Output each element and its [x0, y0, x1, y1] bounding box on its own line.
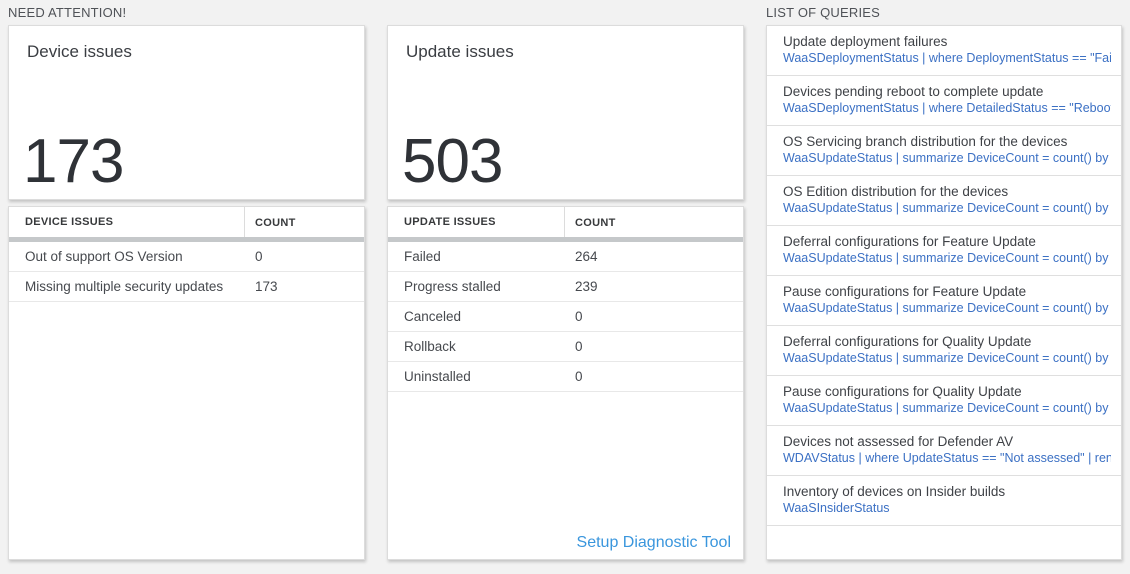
- query-item[interactable]: Devices pending reboot to complete updat…: [767, 76, 1121, 126]
- query-link[interactable]: WaaSUpdateStatus | summarize DeviceCount…: [783, 401, 1111, 415]
- table-cell-value: 264: [575, 249, 598, 264]
- table-row[interactable]: Uninstalled 0: [388, 362, 743, 392]
- list-of-queries-header: LIST OF QUERIES: [766, 5, 881, 20]
- query-link[interactable]: WaaSUpdateStatus | summarize DeviceCount…: [783, 201, 1111, 215]
- query-title: OS Edition distribution for the devices: [783, 184, 1009, 199]
- need-attention-header: NEED ATTENTION!: [8, 5, 127, 20]
- device-issues-column: NEED ATTENTION! Device issues 173 DEVICE…: [8, 0, 365, 560]
- query-item[interactable]: OS Servicing branch distribution for the…: [767, 126, 1121, 176]
- query-item[interactable]: Devices not assessed for Defender AV WDA…: [767, 426, 1121, 476]
- query-item[interactable]: Deferral configurations for Feature Upda…: [767, 226, 1121, 276]
- table-cell-value: 239: [575, 279, 598, 294]
- table-cell-label: Missing multiple security updates: [25, 279, 224, 294]
- queries-list: Update deployment failures WaaSDeploymen…: [766, 25, 1122, 560]
- table-cell-label: Failed: [404, 249, 441, 264]
- table-cell-value: 173: [255, 279, 278, 294]
- spacer-header: [387, 0, 744, 25]
- update-issues-count: 503: [402, 127, 503, 196]
- device-issues-title: Device issues: [27, 42, 132, 61]
- table-row[interactable]: Rollback 0: [388, 332, 743, 362]
- query-link[interactable]: WaaSUpdateStatus | summarize DeviceCount…: [783, 301, 1111, 315]
- query-title: Devices pending reboot to complete updat…: [783, 84, 1044, 99]
- update-issues-table: UPDATE ISSUES COUNT Failed 264 Progress …: [387, 206, 744, 560]
- table-cell-value: 0: [575, 309, 583, 324]
- table-row[interactable]: Canceled 0: [388, 302, 743, 332]
- query-title: Devices not assessed for Defender AV: [783, 434, 1014, 449]
- query-title: Deferral configurations for Quality Upda…: [783, 334, 1032, 349]
- query-link[interactable]: WaaSInsiderStatus: [783, 501, 890, 515]
- query-link[interactable]: WaaSUpdateStatus | summarize DeviceCount…: [783, 351, 1111, 365]
- query-item[interactable]: Inventory of devices on Insider builds W…: [767, 476, 1121, 526]
- update-issues-column-header: UPDATE ISSUES: [388, 207, 565, 237]
- query-title: Deferral configurations for Feature Upda…: [783, 234, 1036, 249]
- table-cell-label: Canceled: [404, 309, 462, 324]
- table-cell-label: Rollback: [404, 339, 456, 354]
- query-title: OS Servicing branch distribution for the…: [783, 134, 1068, 149]
- query-item[interactable]: Update deployment failures WaaSDeploymen…: [767, 26, 1121, 76]
- query-item[interactable]: OS Edition distribution for the devices …: [767, 176, 1121, 226]
- query-item[interactable]: Deferral configurations for Quality Upda…: [767, 326, 1121, 376]
- update-issues-tile[interactable]: Update issues 503: [387, 25, 744, 200]
- query-item[interactable]: Pause configurations for Quality Update …: [767, 376, 1121, 426]
- query-title: Update deployment failures: [783, 34, 948, 49]
- query-link[interactable]: WaaSUpdateStatus | summarize DeviceCount…: [783, 251, 1111, 265]
- table-row[interactable]: Missing multiple security updates 173: [9, 272, 364, 302]
- query-item[interactable]: Pause configurations for Feature Update …: [767, 276, 1121, 326]
- count-column-header: COUNT: [575, 217, 616, 229]
- table-cell-value: 0: [255, 249, 263, 264]
- device-issues-table: DEVICE ISSUES COUNT Out of support OS Ve…: [8, 206, 365, 560]
- table-row[interactable]: Failed 264: [388, 242, 743, 272]
- query-title: Inventory of devices on Insider builds: [783, 484, 1006, 499]
- table-cell-label: Out of support OS Version: [25, 249, 183, 264]
- table-row[interactable]: Progress stalled 239: [388, 272, 743, 302]
- queries-column: LIST OF QUERIES Update deployment failur…: [766, 0, 1122, 560]
- table-cell-value: 0: [575, 369, 583, 384]
- table-cell-label: Progress stalled: [404, 279, 501, 294]
- setup-diagnostic-tool-link[interactable]: Setup Diagnostic Tool: [576, 534, 731, 551]
- query-link[interactable]: WaaSUpdateStatus | summarize DeviceCount…: [783, 151, 1111, 165]
- query-title: Pause configurations for Quality Update: [783, 384, 1022, 399]
- table-header-bar: [9, 237, 364, 242]
- query-title: Pause configurations for Feature Update: [783, 284, 1027, 299]
- count-column-header: COUNT: [255, 217, 296, 229]
- update-issues-table-header: UPDATE ISSUES COUNT: [388, 207, 743, 237]
- device-issues-column-header: DEVICE ISSUES: [9, 207, 245, 237]
- table-cell-label: Uninstalled: [404, 369, 471, 384]
- query-link[interactable]: WDAVStatus | where UpdateStatus == "Not …: [783, 451, 1111, 465]
- device-issues-table-header: DEVICE ISSUES COUNT: [9, 207, 364, 237]
- table-header-bar: [388, 237, 743, 242]
- query-link[interactable]: WaaSDeploymentStatus | where DeploymentS…: [783, 51, 1111, 65]
- table-cell-value: 0: [575, 339, 583, 354]
- update-issues-column: Update issues 503 UPDATE ISSUES COUNT Fa…: [387, 0, 744, 560]
- device-issues-tile[interactable]: Device issues 173: [8, 25, 365, 200]
- table-row[interactable]: Out of support OS Version 0: [9, 242, 364, 272]
- device-issues-count: 173: [23, 127, 124, 196]
- query-link[interactable]: WaaSDeploymentStatus | where DetailedSta…: [783, 101, 1111, 115]
- update-issues-title: Update issues: [406, 42, 514, 61]
